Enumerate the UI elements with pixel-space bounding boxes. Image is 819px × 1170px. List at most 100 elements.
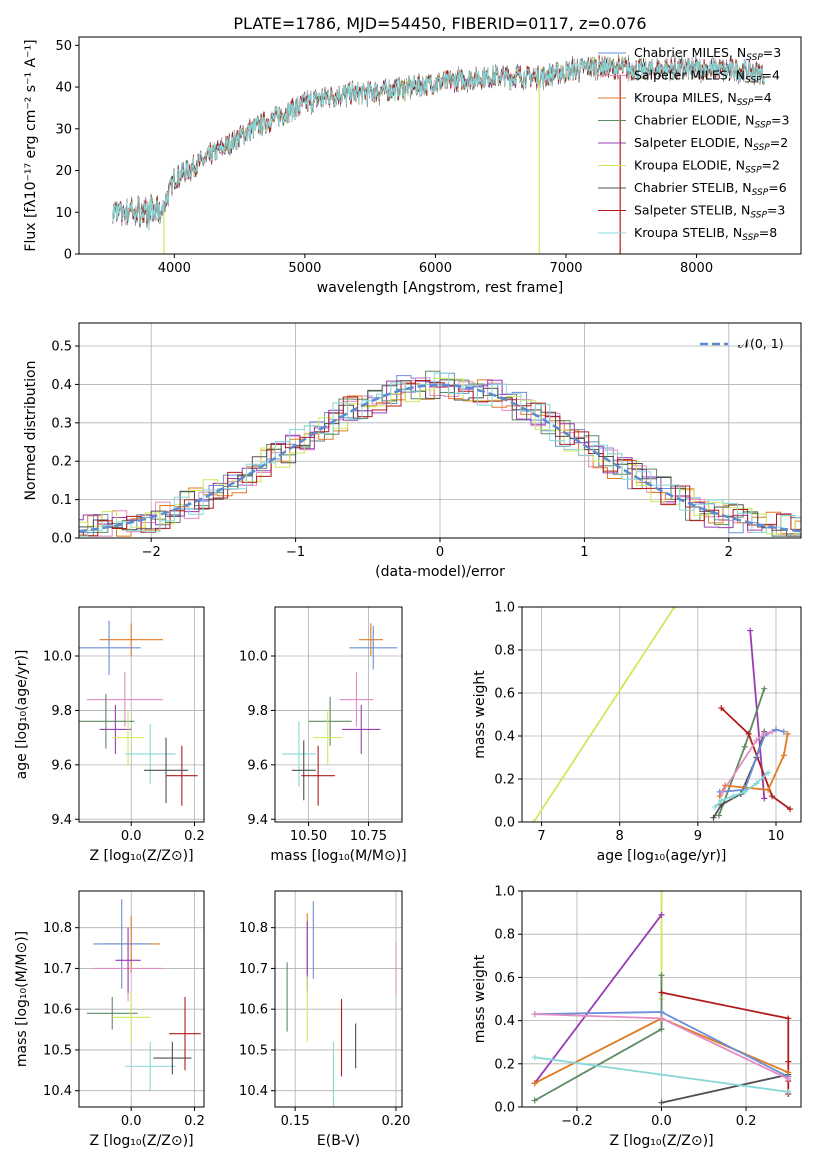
legend-entry-label: Chabrier ELODIE, N bbox=[634, 113, 754, 128]
y-tick-label: 1.0 bbox=[494, 885, 515, 900]
histogram-step bbox=[79, 377, 801, 537]
y-tick-label: 1.0 bbox=[494, 601, 515, 616]
legend-eq: = bbox=[771, 113, 781, 128]
weight-marker bbox=[765, 769, 772, 776]
legend-entry: Chabrier MILES, NSSP=3 bbox=[634, 45, 781, 63]
panel-weight-vs-Z: −0.2 0.0 0.2 0.0 0.2 0.4 0.6 0.8 1.0 Z [log₁₀(Z/Z… bbox=[472, 885, 802, 1149]
y-tick-label: 0.4 bbox=[51, 378, 72, 393]
x-axis-label: Z [log₁₀(Z/Z⊙)] bbox=[89, 848, 193, 864]
legend-entry: 𝒩(0, 1) bbox=[738, 336, 784, 351]
weight-marker bbox=[745, 730, 752, 737]
y-tick-label: 50 bbox=[55, 39, 72, 54]
histogram-step bbox=[79, 379, 801, 537]
weight-line bbox=[533, 914, 663, 1084]
y-tick-label: 10.4 bbox=[43, 1084, 72, 1099]
y-tick-label: 10 bbox=[55, 206, 72, 221]
axes-frame bbox=[521, 606, 802, 823]
x-axis-label: mass [log₁₀(M/M⊙)] bbox=[270, 848, 406, 864]
x-tick-label: 0.0 bbox=[651, 1114, 672, 1129]
y-axis-label: mass [log₁₀(M/M⊙)] bbox=[14, 931, 30, 1067]
legend-nssp-value: 3 bbox=[777, 203, 785, 218]
legend-nssp-value: 3 bbox=[781, 113, 789, 128]
weight-marker bbox=[780, 728, 787, 735]
legend-subscript: SSP bbox=[752, 188, 769, 198]
x-tick-label: 1 bbox=[580, 545, 588, 560]
y-tick-label: 0.3 bbox=[51, 416, 72, 431]
weight-marker bbox=[658, 911, 665, 918]
errorbars bbox=[79, 620, 198, 806]
y-tick-label: 0.8 bbox=[494, 644, 515, 659]
legend-nssp-value: 2 bbox=[772, 158, 780, 173]
weight-marker bbox=[785, 1088, 792, 1095]
weight-line bbox=[714, 771, 769, 808]
weight-marker bbox=[671, 607, 678, 610]
weight-marker bbox=[780, 752, 787, 759]
y-tick-label: 0.0 bbox=[494, 1101, 515, 1116]
legend-eq: = bbox=[763, 45, 773, 60]
normal-reference-curve bbox=[79, 383, 801, 533]
x-tick-label: 0.20 bbox=[381, 1114, 410, 1129]
figure-title: PLATE=1786, MJD=54450, FIBERID=0117, z=0… bbox=[233, 14, 646, 33]
histogram-step bbox=[79, 379, 801, 531]
x-axis-label: age [log₁₀(age/yr)] bbox=[597, 848, 727, 864]
y-tick-label: 0.0 bbox=[494, 816, 515, 831]
weight-line bbox=[718, 733, 789, 797]
x-tick-label: 0.2 bbox=[184, 829, 205, 844]
y-tick-label: 10.0 bbox=[239, 649, 268, 664]
y-tick-label: 0.2 bbox=[51, 455, 72, 470]
legend-entry: Kroupa STELIB, NSSP=8 bbox=[634, 225, 777, 243]
weight-marker bbox=[761, 685, 768, 692]
weight-marker bbox=[658, 1099, 665, 1106]
histogram-step bbox=[79, 380, 801, 537]
weight-marker bbox=[658, 989, 665, 996]
panel-weight-vs-age: 7 8 9 10 0.0 0.2 0.4 0.6 0.8 1.0 age [log₁₀(age/yr… bbox=[472, 601, 802, 864]
weight-line bbox=[720, 707, 791, 810]
weight-marker bbox=[785, 1015, 792, 1022]
x-tick-label: 2 bbox=[725, 545, 733, 560]
legend-eq: = bbox=[770, 135, 780, 150]
x-tick-label: −1 bbox=[286, 545, 305, 560]
x-tick-label: 9 bbox=[694, 829, 702, 844]
y-axis-label: mass weight bbox=[472, 954, 488, 1043]
legend-subscript: SSP bbox=[745, 76, 762, 86]
legend-eq: = bbox=[759, 225, 769, 240]
weight-line bbox=[661, 1073, 789, 1104]
y-tick-label: 9.6 bbox=[51, 758, 72, 773]
weight-marker bbox=[531, 1097, 538, 1104]
x-tick-label: 6000 bbox=[419, 261, 452, 276]
legend-entry-label: Kroupa STELIB, N bbox=[634, 225, 742, 240]
legend-subscript: SSP bbox=[737, 98, 754, 108]
weight-marker bbox=[531, 1054, 538, 1061]
y-tick-label: 30 bbox=[55, 122, 72, 137]
weight-marker bbox=[741, 743, 748, 750]
weight-marker bbox=[787, 806, 794, 813]
weight-marker bbox=[718, 705, 725, 712]
legend-eq: = bbox=[753, 90, 763, 105]
legend-subscript: SSP bbox=[754, 121, 771, 131]
weight-marker bbox=[761, 730, 768, 737]
weight-marker bbox=[658, 891, 665, 894]
legend-entry-label: Salpeter STELIB, N bbox=[634, 203, 750, 218]
axes-frame bbox=[78, 606, 205, 823]
legend-entry-label: Kroupa ELODIE, N bbox=[634, 158, 745, 173]
weight-line bbox=[720, 730, 773, 795]
y-tick-label: 0.1 bbox=[51, 493, 72, 508]
y-tick-label: 10.6 bbox=[239, 1003, 268, 1018]
y-tick-label: 10.7 bbox=[239, 962, 268, 977]
weight-marker bbox=[658, 972, 665, 979]
weight-marker bbox=[715, 812, 722, 819]
legend-entry-label: Salpeter MILES, N bbox=[634, 68, 745, 83]
y-tick-label: 0.2 bbox=[494, 1057, 515, 1072]
weight-marker bbox=[531, 1080, 538, 1087]
legend-entry: Salpeter STELIB, NSSP=3 bbox=[634, 203, 785, 221]
y-tick-label: 10.6 bbox=[43, 1003, 72, 1018]
histogram-step bbox=[79, 379, 801, 537]
y-tick-label: 10.4 bbox=[239, 1084, 268, 1099]
histogram-step bbox=[79, 378, 801, 537]
spectrum-lines bbox=[112, 54, 765, 254]
legend-entry: Kroupa MILES, NSSP=4 bbox=[634, 90, 772, 108]
x-tick-label: 0.2 bbox=[184, 1114, 205, 1129]
weight-marker bbox=[658, 1015, 665, 1022]
legend-nssp-value: 6 bbox=[779, 180, 787, 195]
